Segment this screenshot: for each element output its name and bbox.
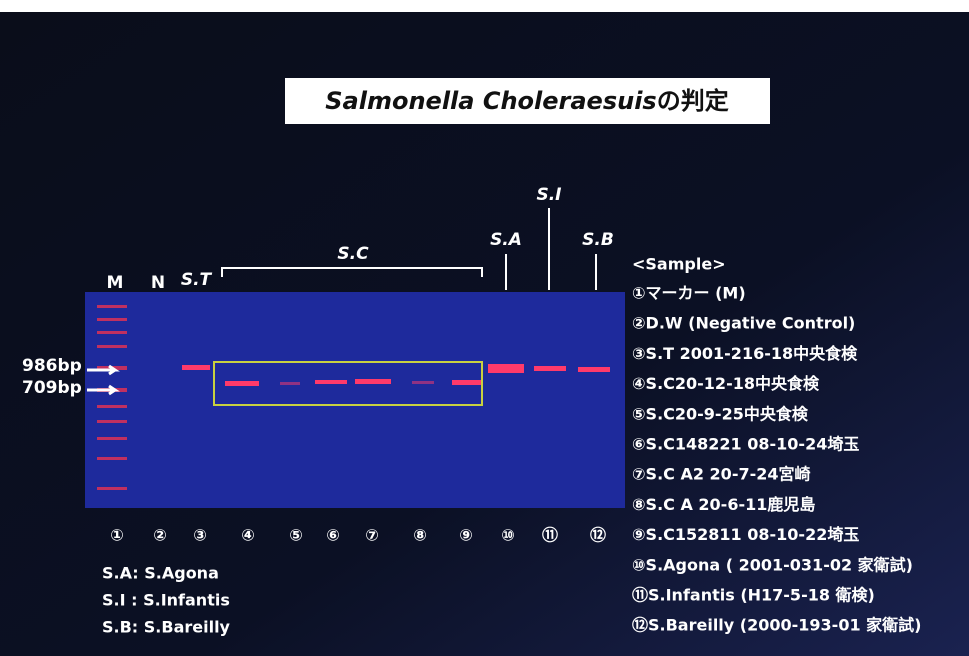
sample-item: ⑨S.C152811 08-10-22埼玉: [632, 525, 859, 544]
lane-label: N: [151, 273, 165, 293]
lane-label: S.A: [490, 230, 522, 250]
legend-item: S.B: S.Bareilly: [102, 618, 231, 637]
lane-label: S.C: [337, 244, 369, 264]
marker-label: 709bp: [22, 378, 82, 398]
sample-item: ③S.T 2001-216-18中央食検: [632, 344, 858, 363]
marker-label: 986bp: [22, 356, 82, 376]
lane-label: M: [107, 273, 124, 293]
sample-item: ⑫S.Bareilly (2000-193-01 家衛試): [632, 616, 921, 635]
sample-item: ②D.W (Negative Control): [632, 314, 855, 333]
sample-item: ⑪S.Infantis (H17-5-18 衛検): [632, 586, 875, 605]
lane-label: S.I: [536, 185, 561, 205]
sample-item: ⑦S.C A2 20-7-24宮崎: [632, 465, 811, 484]
sample-header: <Sample>: [632, 255, 726, 274]
lane-number: ⑫: [590, 526, 606, 545]
lane-number: ⑥: [326, 526, 340, 545]
lane-number: ⑧: [413, 526, 427, 545]
lane-number: ⑤: [289, 526, 303, 545]
legend: S.A: S.Agona S.I : S.Infantis S.B: S.Barei…: [102, 564, 231, 637]
legend-item: S.I : S.Infantis: [102, 591, 230, 610]
sample-item: ④S.C20-12-18中央食検: [632, 374, 820, 393]
gel: [85, 292, 625, 508]
title: Salmonella Choleraesuisの判定: [325, 87, 728, 115]
lane-number: ⑩: [501, 526, 515, 545]
slide: Salmonella Choleraesuisの判定 M N S.T S.C S…: [0, 0, 969, 656]
sample-item: ⑩S.Agona ( 2001-031-02 家衛試): [632, 555, 913, 574]
legend-item: S.A: S.Agona: [102, 564, 219, 583]
lane-number: ③: [193, 526, 207, 545]
lane-number: ⑨: [459, 526, 473, 545]
sample-item: ①マーカー (M): [632, 284, 746, 303]
lane-number: ②: [153, 526, 167, 545]
lane-number: ⑪: [542, 526, 558, 545]
lane-number: ⑦: [365, 526, 379, 545]
sample-item: ⑤S.C20-9-25中央食検: [632, 404, 809, 423]
lane-number: ①: [110, 526, 124, 545]
lane-number: ④: [241, 526, 255, 545]
lane-label: S.T: [181, 270, 213, 290]
sample-item: ⑧S.C A 20-6-11鹿児島: [632, 495, 815, 514]
sample-item: ⑥S.C148221 08-10-24埼玉: [632, 435, 859, 454]
lane-label: S.B: [582, 230, 614, 250]
